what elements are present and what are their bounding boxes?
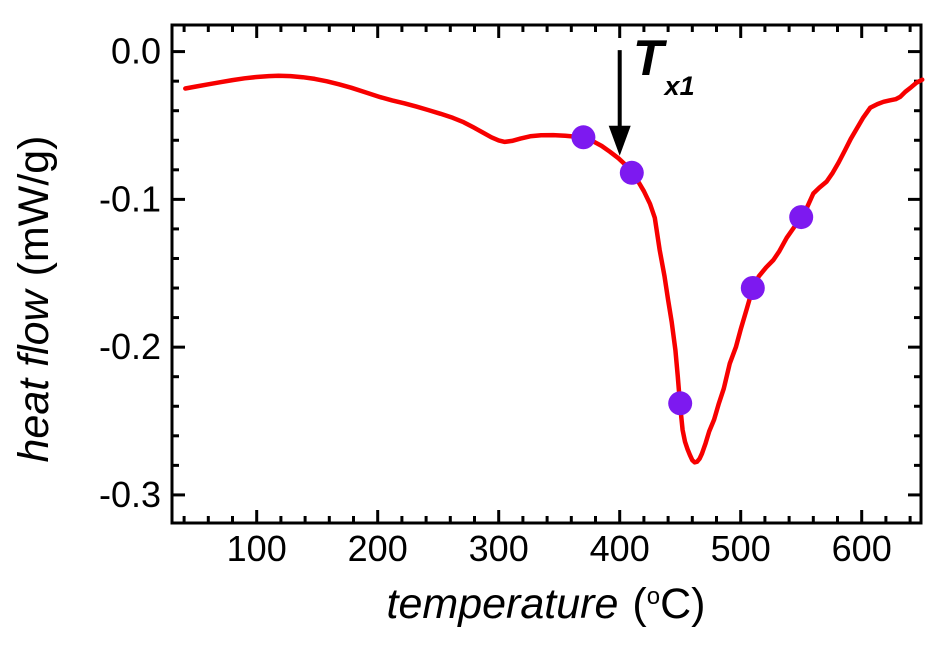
y-tick-label: 0.0	[111, 31, 161, 72]
tx1-subscript: x1	[664, 71, 695, 101]
x-axis-unit-close: C)	[660, 580, 706, 628]
x-tick-label: 300	[469, 528, 529, 569]
y-axis-units: (mW/g)	[10, 135, 58, 277]
data-point-marker	[619, 160, 644, 185]
heat-flow-curve	[183, 73, 925, 465]
y-tick-label: -0.3	[99, 474, 161, 515]
y-tick-label: -0.1	[99, 178, 161, 219]
x-axis-title: temperature (oC)	[171, 580, 921, 629]
y-axis-title-text: heat flow	[10, 290, 58, 463]
x-tick-label: 600	[832, 528, 892, 569]
tx1-arrowhead	[608, 125, 631, 156]
x-tick-label: 200	[348, 528, 408, 569]
x-axis-title-text: temperature	[386, 580, 619, 628]
x-tick-label: 400	[590, 528, 650, 569]
data-point-marker	[789, 205, 814, 230]
y-axis-title: heat flow (mW/g)	[10, 39, 62, 559]
x-axis-unit-open: (	[632, 580, 647, 628]
x-tick-label: 100	[227, 528, 287, 569]
data-point-marker	[571, 125, 596, 150]
data-point-marker	[740, 276, 765, 300]
plot-frame	[170, 23, 923, 525]
tx1-symbol: T	[633, 30, 664, 86]
data-point-marker	[668, 391, 693, 416]
tx1-label: Tx1	[633, 30, 695, 101]
degree-symbol: o	[646, 583, 661, 610]
x-tick-label: 500	[711, 528, 771, 569]
y-tick-label: -0.2	[99, 326, 161, 367]
